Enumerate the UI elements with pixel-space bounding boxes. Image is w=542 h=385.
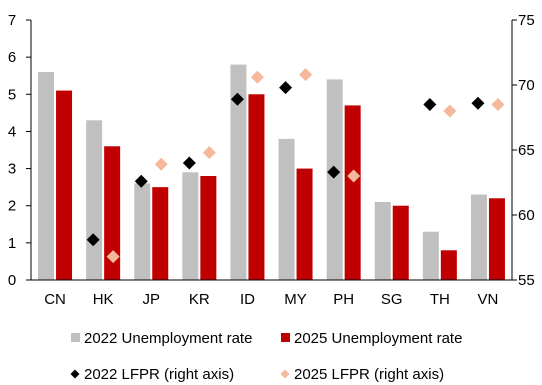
y-left-tick-label: 0 [8, 272, 16, 289]
lfpr-2022-marker-ph [327, 165, 341, 179]
y-left-tick-label: 6 [8, 49, 16, 66]
axes: 0 1 2 3 4 5 6 7 55 60 65 70 75 CN HK JP KR ID MY PH SG TH VN [8, 12, 535, 308]
y-left-tick-label: 7 [8, 12, 16, 29]
y-left-tick-label: 4 [8, 123, 16, 140]
bar-2025-ph [344, 105, 361, 280]
legend-label-lfpr-2025: 2025 LFPR (right axis) [294, 366, 444, 383]
y-right-tick-label: 70 [518, 77, 535, 94]
bar-2022-my [278, 138, 295, 280]
bar-2022-jp [134, 183, 151, 280]
legend: 2022 Unemployment rate 2025 Unemployment … [70, 330, 462, 383]
markers [86, 68, 505, 264]
bar-2022-hk [86, 120, 103, 281]
lfpr-2025-marker-id [250, 70, 264, 84]
lfpr-2022-marker-hk [86, 233, 100, 247]
bar-2025-id [248, 94, 265, 281]
bar-2022-th [422, 231, 439, 280]
lfpr-2025-marker-my [299, 68, 313, 82]
x-tick-label-sg: SG [381, 291, 403, 308]
bar-2025-vn [488, 198, 505, 280]
x-tick-label-th: TH [430, 291, 450, 308]
x-tick-label-my: MY [284, 291, 307, 308]
bar-2022-sg [374, 202, 391, 280]
y-right-tick-label: 75 [518, 12, 535, 29]
y-left-tick-label: 1 [8, 235, 16, 252]
y-left-tick-label: 5 [8, 86, 16, 103]
x-tick-label-id: ID [240, 291, 255, 308]
lfpr-2025-marker-jp [154, 157, 168, 171]
bar-2022-vn [470, 194, 487, 280]
bar-2022-ph [326, 79, 343, 280]
lfpr-2022-marker-vn [471, 96, 485, 110]
lfpr-2022-marker-jp [134, 174, 148, 188]
x-tick-label-hk: HK [93, 291, 114, 308]
bar-2025-hk [104, 146, 121, 280]
legend-label-unemp-2025: 2025 Unemployment rate [294, 330, 462, 347]
bar-2022-kr [182, 172, 199, 280]
lfpr-2022-marker-id [230, 92, 244, 106]
bar-2025-kr [200, 176, 217, 280]
legend-swatch-unemp-2025 [281, 333, 290, 342]
lfpr-2025-marker-hk [106, 250, 120, 264]
bar-2022-id [230, 64, 247, 280]
legend-label-unemp-2022: 2022 Unemployment rate [84, 330, 252, 347]
lfpr-2022-marker-my [279, 81, 293, 95]
bar-2022-cn [38, 72, 55, 280]
y-left-tick-label: 3 [8, 161, 16, 178]
legend-swatch-lfpr-2025 [280, 369, 290, 379]
x-tick-label-jp: JP [142, 291, 160, 308]
legend-swatch-lfpr-2022 [70, 369, 80, 379]
lfpr-2025-marker-vn [491, 98, 505, 111]
legend-label-lfpr-2022: 2022 LFPR (right axis) [84, 366, 234, 383]
lfpr-2022-marker-kr [182, 156, 196, 170]
y-left-tick-label: 2 [8, 198, 16, 215]
lfpr-2025-marker-ph [347, 169, 361, 183]
y-right-tick-label: 60 [518, 207, 535, 224]
legend-swatch-unemp-2022 [71, 333, 80, 342]
bar-2025-cn [56, 90, 73, 280]
bar-2025-th [440, 250, 457, 280]
lfpr-2025-marker-kr [202, 146, 216, 160]
bar-2025-my [296, 168, 313, 280]
bar-2025-jp [152, 187, 169, 280]
lfpr-2025-marker-th [443, 104, 457, 118]
y-right-tick-label: 55 [518, 272, 535, 289]
bars [38, 64, 505, 281]
x-tick-label-ph: PH [333, 291, 354, 308]
y-right-tick-label: 65 [518, 142, 535, 159]
x-tick-label-vn: VN [478, 291, 499, 308]
x-tick-label-cn: CN [44, 291, 66, 308]
bar-2025-sg [392, 205, 409, 280]
lfpr-2022-marker-th [423, 98, 437, 111]
x-tick-label-kr: KR [189, 291, 210, 308]
